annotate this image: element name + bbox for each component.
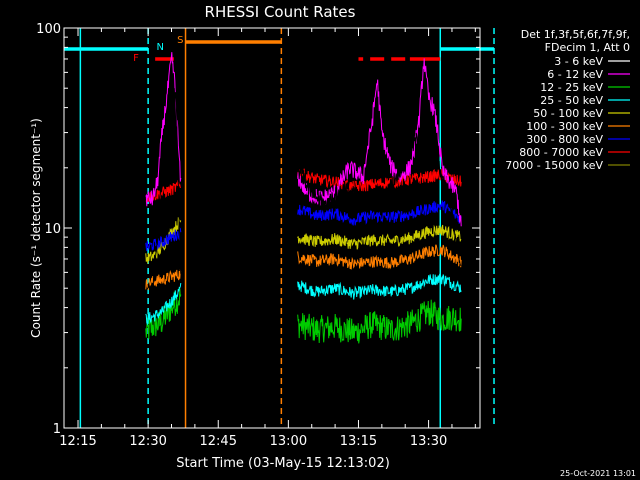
x-axis-label: Start Time (03-May-15 12:13:02)	[176, 456, 390, 471]
legend-label-0: 3 - 6 keV	[554, 55, 603, 68]
series-trace-3-1	[297, 273, 462, 300]
y-tick-label-1: 1	[53, 422, 61, 437]
series-trace-0-1	[297, 132, 462, 266]
series-trace-6-0	[145, 226, 182, 252]
legend-header-line-1: Det 1f,3f,5f,6f,7f,9f,	[521, 28, 630, 41]
series-trace-2-0	[145, 288, 182, 340]
series-trace-5-0	[145, 269, 182, 291]
series-trace-5-1	[297, 244, 462, 270]
x-tick-label-12:45: 12:45	[200, 434, 237, 449]
series-trace-3-0	[145, 283, 182, 326]
series-trace-1-0	[145, 52, 182, 207]
legend: Det 1f,3f,5f,6f,7f,9f, FDecim 1, Att 0 3…	[505, 28, 630, 172]
series-trace-7-1	[297, 167, 462, 193]
legend-label-3: 25 - 50 keV	[540, 94, 603, 107]
legend-label-6: 300 - 800 keV	[526, 133, 603, 146]
flag-label-N: N	[157, 42, 164, 53]
series-trace-2-1	[297, 299, 462, 344]
series-trace-4-1	[297, 224, 462, 250]
y-tick-label-100: 100	[36, 22, 61, 37]
series-trace-0-0	[145, 86, 182, 297]
legend-label-5: 100 - 300 keV	[526, 120, 603, 133]
x-tick-label-13:15: 13:15	[340, 434, 377, 449]
legend-label-2: 12 - 25 keV	[540, 81, 603, 94]
legend-label-8: 7000 - 15000 keV	[505, 159, 603, 172]
legend-label-7: 800 - 7000 keV	[519, 146, 603, 159]
legend-label-4: 50 - 100 keV	[533, 107, 603, 120]
y-tick-label-10: 10	[44, 222, 61, 237]
x-tick-label-12:30: 12:30	[129, 434, 166, 449]
y-axis-label: Count Rate (s⁻¹ detector segment⁻¹)	[29, 118, 43, 338]
chart-title: RHESSI Count Rates	[205, 3, 356, 21]
x-tick-label-13:00: 13:00	[270, 434, 307, 449]
legend-label-1: 6 - 12 keV	[547, 68, 603, 81]
plot-timestamp: 25-Oct-2021 13:01	[560, 469, 636, 478]
flag-label-S: S	[177, 35, 183, 46]
legend-header-line-2: FDecim 1, Att 0	[545, 41, 630, 54]
flag-label-F: F	[133, 53, 139, 64]
series-trace-1-1	[297, 58, 462, 227]
plot-frame: 12:15 12:30 12:45 13:00 13:15 13:30 1 10 100	[36, 22, 481, 449]
x-tick-label-12:15: 12:15	[59, 434, 96, 449]
plot-content: F N S	[64, 28, 495, 428]
x-tick-label-13:30: 13:30	[410, 434, 447, 449]
series-trace-6-1	[297, 200, 462, 226]
